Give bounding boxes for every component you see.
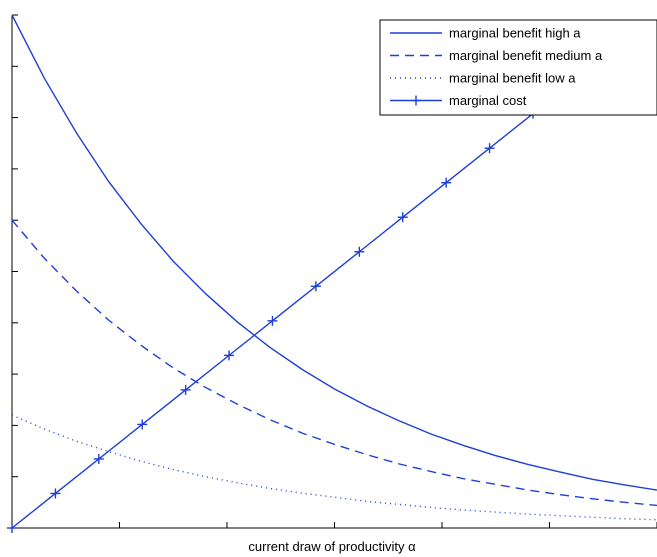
series-line-0 xyxy=(11,14,657,491)
marginal-cost-marker xyxy=(7,523,17,533)
marginal-cost-marker xyxy=(224,350,235,361)
legend-label: marginal benefit high a xyxy=(449,26,581,41)
legend: marginal benefit high a marginal benefit … xyxy=(379,19,657,116)
marginal-cost-marker xyxy=(137,419,148,430)
marginal-cost-marker xyxy=(50,488,61,499)
series-line-2 xyxy=(11,414,657,521)
legend-box xyxy=(379,19,657,116)
series-line-1 xyxy=(11,219,657,507)
legend-label: marginal benefit low a xyxy=(449,71,576,86)
marginal-cost-marker xyxy=(180,384,191,395)
legend-label: marginal benefit medium a xyxy=(449,48,603,63)
legend-entry: marginal benefit high a xyxy=(390,26,581,41)
marginal-cost-marker xyxy=(93,453,104,464)
axis-ticks xyxy=(11,14,657,529)
legend-label: marginal cost xyxy=(449,93,527,108)
marginal-cost-marker xyxy=(267,315,278,326)
legend-entry: marginal benefit low a xyxy=(390,71,576,86)
legend-entries: marginal benefit high a marginal benefit … xyxy=(390,26,603,108)
marginal-cost-marker xyxy=(441,177,452,188)
legend-entry: marginal cost xyxy=(390,93,527,108)
legend-entry: marginal benefit medium a xyxy=(390,48,603,63)
marginal-cost-marker xyxy=(310,281,321,292)
series-line-3 xyxy=(11,78,577,529)
marginal-cost-marker xyxy=(354,246,365,257)
marginal-cost-marker xyxy=(397,212,408,223)
marginal-cost-marker xyxy=(484,143,495,154)
series-layer xyxy=(7,14,657,533)
x-axis-label: current draw of productivity α xyxy=(248,539,416,554)
